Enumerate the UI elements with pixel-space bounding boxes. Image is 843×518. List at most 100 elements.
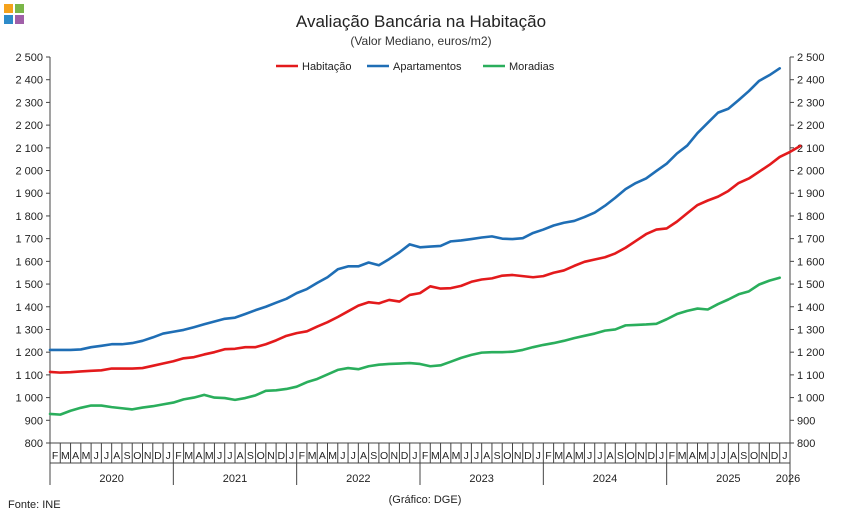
source-note: Fonte: INE (8, 499, 61, 511)
y-tick-label-right: 2 400 (797, 75, 825, 87)
year-label: 2026 (776, 473, 800, 485)
y-tick-label-right: 2 300 (797, 97, 825, 109)
month-label: J (474, 450, 479, 462)
month-label: S (740, 450, 747, 462)
y-tick-label-right: 900 (797, 415, 815, 427)
month-label: F (175, 450, 181, 462)
month-label: M (554, 450, 563, 462)
month-label: J (782, 450, 787, 462)
year-label: 2024 (593, 473, 617, 485)
month-label: M (184, 450, 193, 462)
month-label: J (166, 450, 171, 462)
month-label: A (566, 450, 573, 462)
y-tick-label-right: 1 600 (797, 256, 825, 268)
year-label: 2020 (99, 473, 123, 485)
y-tick-label-right: 2 100 (797, 143, 825, 155)
legend-label: Apartamentos (393, 61, 462, 73)
y-tick-label-left: 1 800 (15, 211, 43, 223)
month-label: A (237, 450, 244, 462)
month-label: M (431, 450, 440, 462)
month-label: A (689, 450, 696, 462)
y-tick-label-left: 1 200 (15, 347, 43, 359)
month-label: F (422, 450, 428, 462)
month-label: N (267, 450, 275, 462)
month-label: D (524, 450, 532, 462)
y-tick-label-right: 1 700 (797, 234, 825, 246)
month-label: A (442, 450, 449, 462)
month-label: D (771, 450, 779, 462)
month-label: F (299, 450, 305, 462)
month-label: M (82, 450, 91, 462)
dge-logo (4, 4, 24, 24)
y-tick-label-left: 800 (25, 438, 43, 450)
month-label: N (761, 450, 769, 462)
month-label: M (575, 450, 584, 462)
y-tick-label-left: 2 400 (15, 75, 43, 87)
y-tick-label-left: 2 100 (15, 143, 43, 155)
month-label: A (360, 450, 367, 462)
month-label: S (370, 450, 377, 462)
logo-square-green (15, 4, 24, 13)
y-tick-label-left: 1 500 (15, 279, 43, 291)
y-tick-label-right: 1 500 (797, 279, 825, 291)
y-tick-label-left: 1 900 (15, 188, 43, 200)
legend-label: Moradias (509, 61, 555, 73)
month-label: J (710, 450, 715, 462)
month-label: F (52, 450, 58, 462)
month-label: J (104, 450, 109, 462)
month-label: O (627, 450, 635, 462)
y-tick-label-right: 1 000 (797, 393, 825, 405)
month-label: O (503, 450, 511, 462)
chart-subtitle: (Valor Mediano, euros/m2) (350, 34, 491, 48)
month-label: D (401, 450, 409, 462)
axes: 800 800 900 900 1 000 1 000 1 100 1 100 1 200 1 2… (15, 52, 825, 485)
legend-label: Habitação (302, 61, 352, 73)
month-label: M (328, 450, 337, 462)
month-label: S (494, 450, 501, 462)
y-tick-label-right: 1 300 (797, 324, 825, 336)
month-label: F (545, 450, 551, 462)
y-tick-label-left: 1 100 (15, 370, 43, 382)
month-label: A (319, 450, 326, 462)
month-label: S (247, 450, 254, 462)
month-label: A (730, 450, 737, 462)
y-tick-label-left: 1 700 (15, 234, 43, 246)
month-label: J (289, 450, 294, 462)
month-label: A (113, 450, 120, 462)
year-label: 2023 (469, 473, 493, 485)
month-label: A (483, 450, 490, 462)
month-label: N (391, 450, 399, 462)
logo-square-purple (15, 15, 24, 24)
logo-square-blue (4, 15, 13, 24)
series-line-apartamentos (48, 67, 782, 352)
year-label: 2025 (716, 473, 740, 485)
y-tick-label-left: 1 600 (15, 256, 43, 268)
month-label: M (61, 450, 70, 462)
y-tick-label-left: 2 000 (15, 166, 43, 178)
month-label: O (750, 450, 758, 462)
month-label: S (124, 450, 131, 462)
series-lines (48, 67, 802, 416)
y-tick-label-right: 2 200 (797, 120, 825, 132)
month-label: O (257, 450, 265, 462)
month-label: N (144, 450, 152, 462)
month-label: J (412, 450, 417, 462)
month-label: A (72, 450, 79, 462)
month-label: M (678, 450, 687, 462)
y-tick-label-right: 1 400 (797, 302, 825, 314)
y-tick-label-right: 1 800 (797, 211, 825, 223)
month-label: J (227, 450, 232, 462)
month-label: J (217, 450, 222, 462)
y-tick-label-left: 2 300 (15, 97, 43, 109)
month-label: N (514, 450, 522, 462)
year-label: 2022 (346, 473, 370, 485)
y-tick-label-right: 2 000 (797, 166, 825, 178)
month-label: J (597, 450, 602, 462)
month-label: J (94, 450, 99, 462)
y-tick-label-left: 1 000 (15, 393, 43, 405)
y-tick-label-left: 2 500 (15, 52, 43, 64)
month-label: A (607, 450, 614, 462)
credit-note: (Gráfico: DGE) (389, 494, 462, 506)
y-tick-label-left: 900 (25, 415, 43, 427)
